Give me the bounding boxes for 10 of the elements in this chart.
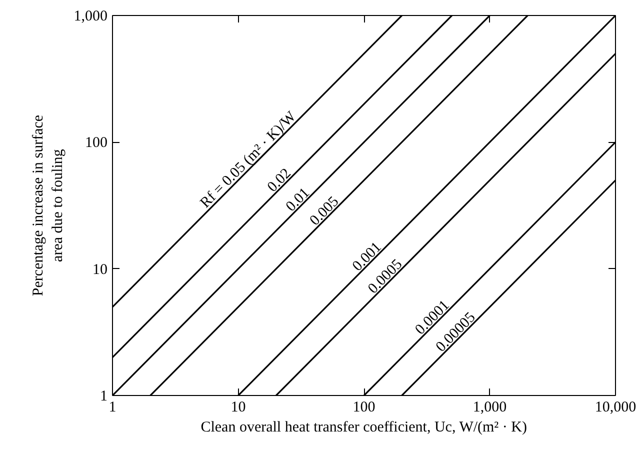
y-tick-label: 100 [85,135,108,152]
x-tick-label: 10 [230,400,246,416]
x-tick-label: 1,000 [472,400,507,416]
y-tick-label: 10 [92,262,108,278]
y-axis-title: Percentage increase in surface area due to fouling [30,114,66,296]
x-tick-label: 100 [352,400,376,416]
x-tick-label: 10,000 [594,400,636,416]
y-tick-label: 1 [100,388,108,404]
y-tick-label: 1,000 [74,8,108,24]
x-axis-title: Clean overall heat transfer coefficient, Uc, W/(m² · K) [200,420,528,436]
